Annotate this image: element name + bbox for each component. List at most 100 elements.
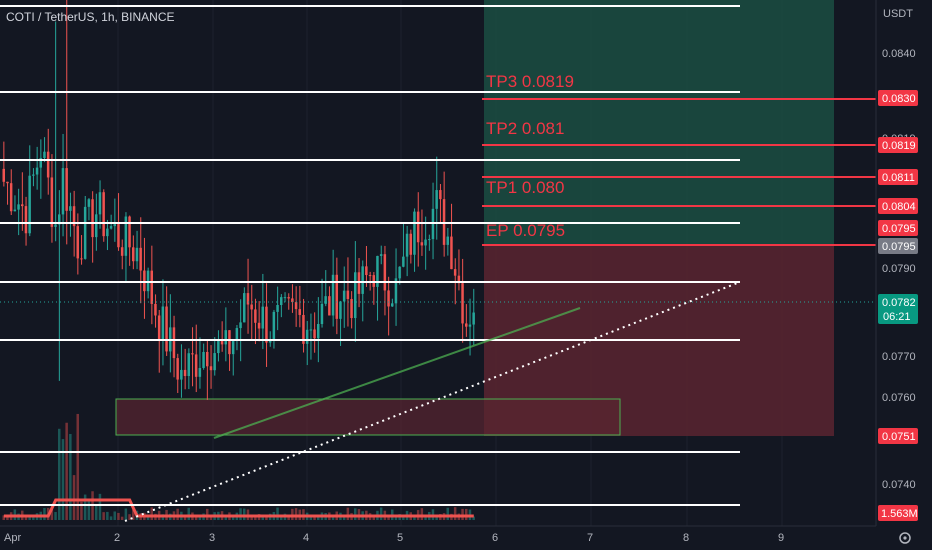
candle-body[interactable] bbox=[457, 275, 461, 284]
candle-body[interactable] bbox=[194, 354, 198, 377]
candle-body[interactable] bbox=[128, 216, 131, 248]
candle-body[interactable] bbox=[239, 322, 242, 329]
candle-body[interactable] bbox=[424, 239, 427, 246]
candle-body[interactable] bbox=[468, 324, 472, 327]
candle-body[interactable] bbox=[298, 309, 302, 315]
candle-body[interactable] bbox=[243, 293, 246, 323]
tp3-label[interactable]: TP3 0.0819 bbox=[486, 72, 574, 91]
candle-body[interactable] bbox=[9, 183, 13, 212]
time-axis-bg[interactable] bbox=[0, 526, 932, 550]
candle-body[interactable] bbox=[342, 290, 346, 302]
candle-body[interactable] bbox=[176, 358, 179, 380]
candle-body[interactable] bbox=[365, 266, 368, 276]
candle-body[interactable] bbox=[72, 206, 76, 227]
candle-body[interactable] bbox=[435, 190, 438, 209]
candle-body[interactable] bbox=[320, 303, 324, 325]
badge-0751[interactable]: 0.0751 bbox=[878, 428, 918, 444]
candle-body[interactable] bbox=[261, 306, 265, 329]
candle-body[interactable] bbox=[235, 328, 239, 340]
candle-body[interactable] bbox=[416, 211, 420, 243]
candle-body[interactable] bbox=[361, 266, 364, 294]
candle-body[interactable] bbox=[209, 366, 213, 371]
ep-label[interactable]: EP 0.0795 bbox=[486, 221, 565, 240]
candle-body[interactable] bbox=[135, 247, 139, 262]
candle-body[interactable] bbox=[331, 274, 335, 316]
price-axis-bg[interactable] bbox=[877, 0, 932, 550]
candle-body[interactable] bbox=[220, 340, 224, 345]
candle-body[interactable] bbox=[113, 224, 117, 227]
candle-body[interactable] bbox=[17, 204, 20, 210]
candle-body[interactable] bbox=[450, 236, 453, 270]
badge-0795-red[interactable]: 0.0795 bbox=[878, 220, 918, 236]
candle-body[interactable] bbox=[87, 199, 91, 207]
candle-body[interactable] bbox=[413, 211, 416, 255]
candle-body[interactable] bbox=[39, 157, 43, 168]
candle-body[interactable] bbox=[24, 206, 28, 234]
candle-body[interactable] bbox=[313, 329, 316, 339]
candle-body[interactable] bbox=[394, 278, 398, 304]
candle-body[interactable] bbox=[13, 209, 17, 212]
candle-body[interactable] bbox=[387, 290, 390, 307]
candle-body[interactable] bbox=[442, 199, 446, 245]
candle-body[interactable] bbox=[165, 306, 168, 352]
candle-body[interactable] bbox=[43, 151, 46, 158]
candle-body[interactable] bbox=[287, 297, 290, 299]
candle-body[interactable] bbox=[368, 275, 372, 277]
candle-body[interactable] bbox=[202, 351, 205, 368]
candle-body[interactable] bbox=[58, 214, 61, 225]
candle-body[interactable] bbox=[357, 272, 361, 294]
candle-body[interactable] bbox=[309, 329, 313, 331]
candle-body[interactable] bbox=[294, 302, 298, 310]
dotted-trendline[interactable] bbox=[124, 281, 741, 522]
candle-body[interactable] bbox=[80, 258, 83, 260]
candle-body[interactable] bbox=[157, 315, 161, 341]
candle-body[interactable] bbox=[379, 254, 383, 256]
candle-body[interactable] bbox=[428, 239, 431, 241]
candle-body[interactable] bbox=[246, 293, 250, 305]
candle-body[interactable] bbox=[50, 177, 54, 227]
tp2-label[interactable]: TP2 0.081 bbox=[486, 119, 564, 138]
settings-gear-icon[interactable] bbox=[899, 532, 911, 544]
candle-body[interactable] bbox=[46, 151, 50, 178]
candle-body[interactable] bbox=[472, 312, 475, 325]
badge-0804[interactable]: 0.0804 bbox=[878, 198, 918, 214]
candle-body[interactable] bbox=[339, 301, 342, 319]
candle-body[interactable] bbox=[213, 353, 216, 371]
candle-body[interactable] bbox=[32, 174, 35, 176]
candle-body[interactable] bbox=[217, 340, 220, 354]
candle-body[interactable] bbox=[224, 330, 228, 345]
candle-body[interactable] bbox=[172, 327, 176, 359]
candle-body[interactable] bbox=[35, 167, 39, 175]
candle-body[interactable] bbox=[83, 206, 87, 259]
candle-body[interactable] bbox=[350, 298, 353, 319]
candle-body[interactable] bbox=[65, 168, 68, 211]
candle-body[interactable] bbox=[383, 254, 387, 291]
candle-body[interactable] bbox=[132, 247, 135, 262]
candle-body[interactable] bbox=[439, 190, 442, 200]
candle-body[interactable] bbox=[317, 324, 320, 339]
candle-body[interactable] bbox=[54, 224, 57, 227]
green-trendline[interactable] bbox=[213, 307, 581, 439]
candle-body[interactable] bbox=[405, 233, 409, 257]
candle-body[interactable] bbox=[6, 181, 9, 184]
badge-0830[interactable]: 0.0830 bbox=[878, 90, 918, 106]
candle-body[interactable] bbox=[376, 255, 379, 287]
candle-body[interactable] bbox=[109, 226, 113, 229]
candle-body[interactable] bbox=[117, 224, 120, 248]
candle-body[interactable] bbox=[272, 311, 276, 340]
candle-body[interactable] bbox=[198, 367, 202, 377]
candle-body[interactable] bbox=[124, 216, 128, 256]
candle-body[interactable] bbox=[206, 351, 209, 367]
candle-body[interactable] bbox=[291, 298, 294, 303]
candle-body[interactable] bbox=[268, 339, 272, 343]
candle-body[interactable] bbox=[257, 322, 261, 329]
candle-body[interactable] bbox=[254, 309, 257, 323]
symbol-header[interactable]: COTI / TetherUS, 1h, BINANCE bbox=[6, 10, 175, 24]
candle-body[interactable] bbox=[139, 247, 142, 271]
candle-body[interactable] bbox=[250, 304, 253, 310]
candle-body[interactable] bbox=[28, 175, 31, 234]
candle-body[interactable] bbox=[420, 242, 424, 246]
candle-body[interactable] bbox=[276, 304, 279, 312]
candle-body[interactable] bbox=[76, 226, 80, 259]
